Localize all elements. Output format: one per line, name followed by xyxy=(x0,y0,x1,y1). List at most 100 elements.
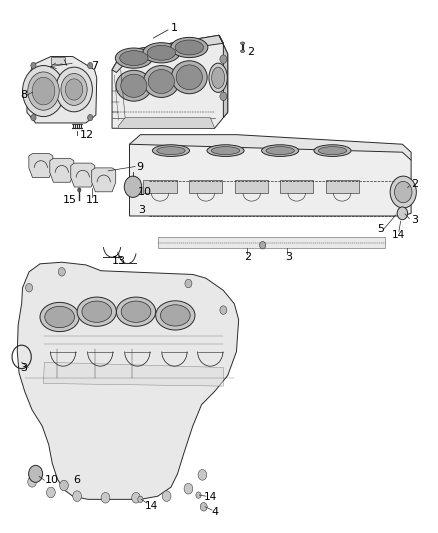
Circle shape xyxy=(65,79,83,100)
Ellipse shape xyxy=(143,43,180,63)
Text: 2: 2 xyxy=(247,47,254,57)
Ellipse shape xyxy=(45,306,74,328)
Ellipse shape xyxy=(212,147,240,155)
Polygon shape xyxy=(43,362,223,386)
Text: 2: 2 xyxy=(411,179,418,189)
Ellipse shape xyxy=(160,305,190,326)
Ellipse shape xyxy=(157,147,185,155)
Ellipse shape xyxy=(144,66,179,98)
Text: 2: 2 xyxy=(244,252,251,262)
Text: 14: 14 xyxy=(145,500,158,511)
Ellipse shape xyxy=(120,51,148,66)
Ellipse shape xyxy=(147,45,176,60)
Circle shape xyxy=(184,483,193,494)
Text: 3: 3 xyxy=(286,252,292,262)
Text: 6: 6 xyxy=(74,475,81,485)
Circle shape xyxy=(196,492,201,498)
Circle shape xyxy=(390,176,417,208)
Text: 14: 14 xyxy=(392,230,406,240)
Text: 10: 10 xyxy=(45,475,59,485)
Ellipse shape xyxy=(175,40,204,55)
Ellipse shape xyxy=(115,48,152,68)
Circle shape xyxy=(31,115,36,121)
Text: 13: 13 xyxy=(112,256,126,266)
Circle shape xyxy=(162,491,171,502)
Polygon shape xyxy=(325,180,359,193)
Circle shape xyxy=(101,492,110,503)
Polygon shape xyxy=(27,56,97,123)
Polygon shape xyxy=(112,35,228,128)
Circle shape xyxy=(58,268,65,276)
Text: 5: 5 xyxy=(377,224,384,235)
Ellipse shape xyxy=(209,63,227,92)
Polygon shape xyxy=(51,56,65,64)
Circle shape xyxy=(31,62,36,69)
Circle shape xyxy=(88,62,93,69)
Text: 9: 9 xyxy=(136,161,143,172)
Ellipse shape xyxy=(82,301,112,322)
Polygon shape xyxy=(144,180,177,193)
Ellipse shape xyxy=(117,297,155,326)
Polygon shape xyxy=(280,180,313,193)
Polygon shape xyxy=(219,35,228,118)
Polygon shape xyxy=(71,163,95,187)
Text: 11: 11 xyxy=(85,195,99,205)
Ellipse shape xyxy=(171,61,207,94)
Text: 14: 14 xyxy=(204,491,217,502)
Circle shape xyxy=(73,491,81,502)
Circle shape xyxy=(220,55,227,63)
Ellipse shape xyxy=(212,67,225,88)
Circle shape xyxy=(397,207,408,220)
Polygon shape xyxy=(119,118,215,128)
Circle shape xyxy=(198,470,207,480)
Text: 3: 3 xyxy=(411,215,418,225)
Circle shape xyxy=(25,284,32,292)
Polygon shape xyxy=(17,262,239,499)
Circle shape xyxy=(200,503,207,511)
Text: 8: 8 xyxy=(20,90,27,100)
Text: 4: 4 xyxy=(211,507,218,517)
Ellipse shape xyxy=(155,301,195,330)
Text: 10: 10 xyxy=(138,187,152,197)
Circle shape xyxy=(22,66,64,117)
Ellipse shape xyxy=(40,302,79,332)
Ellipse shape xyxy=(148,69,174,93)
Ellipse shape xyxy=(207,145,244,157)
Polygon shape xyxy=(130,135,411,171)
Polygon shape xyxy=(92,168,116,192)
Text: 15: 15 xyxy=(63,195,77,205)
Ellipse shape xyxy=(116,70,152,101)
Circle shape xyxy=(395,181,412,203)
Polygon shape xyxy=(112,35,223,72)
Text: 1: 1 xyxy=(171,23,178,34)
Circle shape xyxy=(46,487,55,498)
Circle shape xyxy=(88,115,93,121)
Ellipse shape xyxy=(261,145,299,157)
Circle shape xyxy=(220,92,227,101)
Circle shape xyxy=(61,74,87,106)
Circle shape xyxy=(78,188,81,192)
Ellipse shape xyxy=(240,50,245,53)
Ellipse shape xyxy=(314,145,351,157)
Polygon shape xyxy=(158,237,385,248)
Circle shape xyxy=(260,241,266,249)
Circle shape xyxy=(28,72,59,110)
Circle shape xyxy=(56,67,92,112)
Ellipse shape xyxy=(318,147,347,155)
Text: 12: 12 xyxy=(80,130,94,140)
Circle shape xyxy=(32,77,55,105)
Circle shape xyxy=(132,492,141,503)
Circle shape xyxy=(124,176,142,197)
Ellipse shape xyxy=(121,301,151,322)
Polygon shape xyxy=(130,144,411,216)
Ellipse shape xyxy=(121,74,147,98)
Ellipse shape xyxy=(171,37,208,58)
Circle shape xyxy=(28,477,36,487)
Text: 3: 3 xyxy=(20,362,27,373)
Ellipse shape xyxy=(240,42,245,45)
Ellipse shape xyxy=(176,65,202,90)
Ellipse shape xyxy=(77,297,117,326)
Polygon shape xyxy=(29,154,53,177)
Circle shape xyxy=(185,279,192,288)
Polygon shape xyxy=(235,180,268,193)
